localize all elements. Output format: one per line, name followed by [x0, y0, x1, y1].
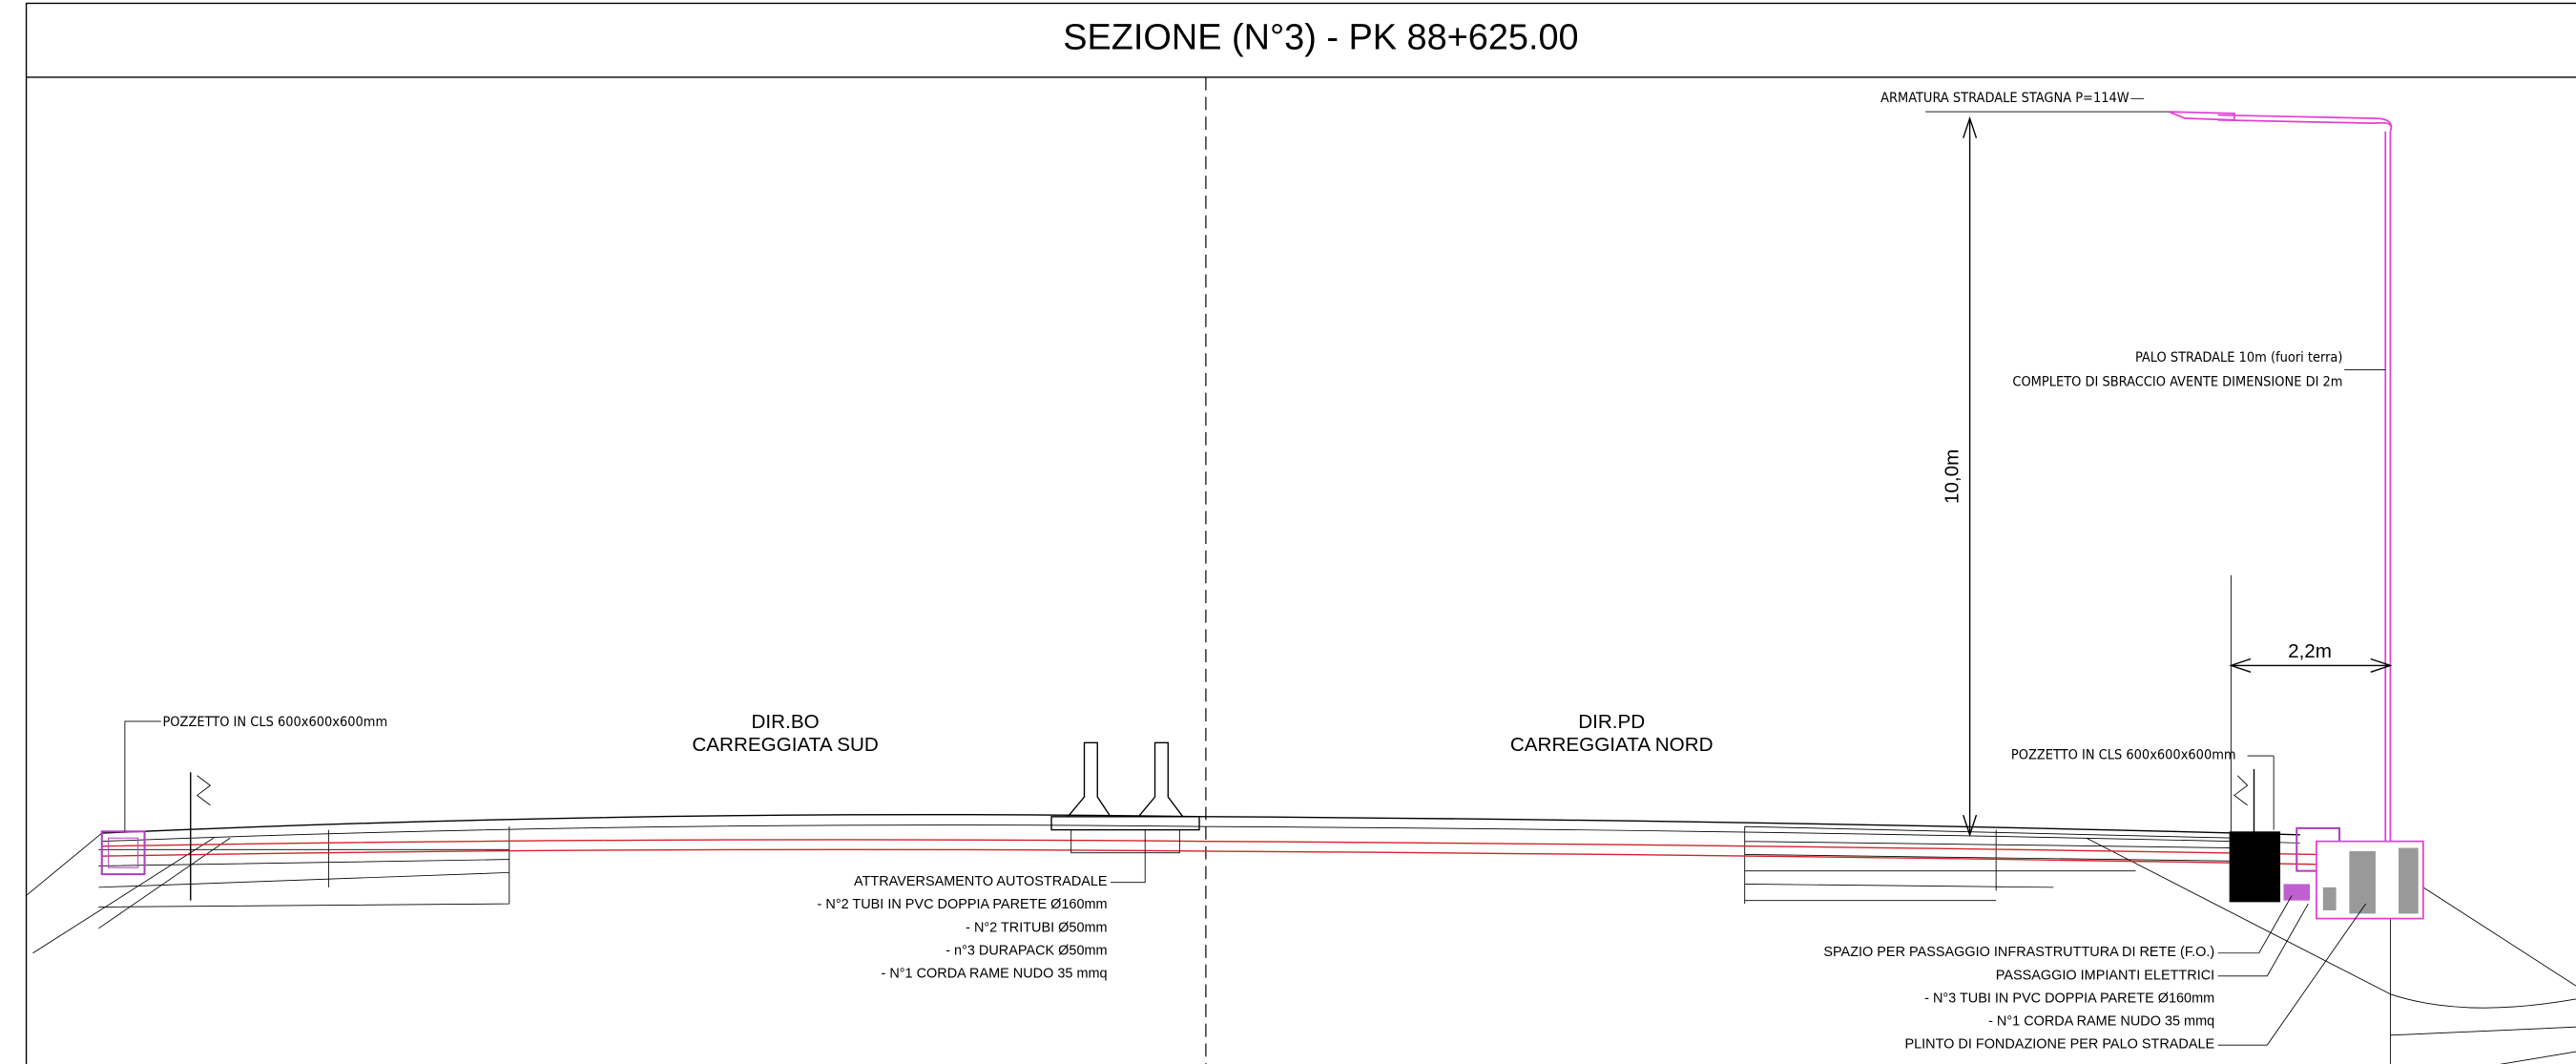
title: SEZIONE (N°3) - PK 88+625.00: [1063, 18, 1578, 58]
leader: [1111, 830, 1145, 883]
right-equipment: [2230, 756, 2423, 918]
label: PLINTO DI FONDAZIONE PER PALO STRADALE: [1904, 1037, 2214, 1053]
label: CARREGGIATA SUD: [692, 734, 879, 756]
left-pit: [102, 721, 211, 901]
dimension-label: 2,2m: [2288, 640, 2332, 662]
dimension: [2231, 575, 2390, 839]
label: - N°3 TUBI IN PVC DOPPIA PARETE Ø160mm: [1924, 991, 2214, 1006]
label: - n°3 DURAPACK Ø50mm: [945, 943, 1107, 958]
label: DIR.PD: [1578, 711, 1645, 733]
section-drawing: SEZIONE (N°3) - PK 88+625.00 POZZETTO IN…: [0, 0, 2576, 1064]
label: - N°2 TRITUBI Ø50mm: [966, 920, 1107, 935]
label: POZZETTO IN CLS 600x600x600mm: [162, 715, 387, 730]
label: PASSAGGIO IMPIANTI ELETTRICI: [1996, 968, 2214, 983]
label: CARREGGIATA NORD: [1510, 734, 1714, 756]
label: ARMATURA STRADALE STAGNA P=114W: [1880, 91, 2129, 106]
label: COMPLETO DI SBRACCIO AVENTE DIMENSIONE D…: [2012, 375, 2342, 390]
label: DIR.BO: [752, 711, 820, 733]
label: SPAZIO PER PASSAGGIO INFRASTRUTTURA DI R…: [1823, 945, 2214, 960]
label: POZZETTO IN CLS 600x600x600mm: [2011, 748, 2236, 763]
barrier: [1051, 742, 1199, 852]
label: ATTRAVERSAMENTO AUTOSTRADALE: [854, 874, 1108, 889]
pole: [1925, 112, 2391, 846]
label: - N°1 CORDA RAME NUDO 35 mmq: [882, 967, 1108, 982]
dimension-label: 10,0m: [1942, 449, 1963, 504]
label: - N°2 TUBI IN PVC DOPPIA PARETE Ø160mm: [818, 897, 1108, 912]
label: - N°1 CORDA RAME NUDO 35 mmq: [1988, 1014, 2214, 1030]
dimension: [1963, 118, 1977, 835]
label: PALO STRADALE 10m (fuori terra): [2135, 350, 2343, 365]
